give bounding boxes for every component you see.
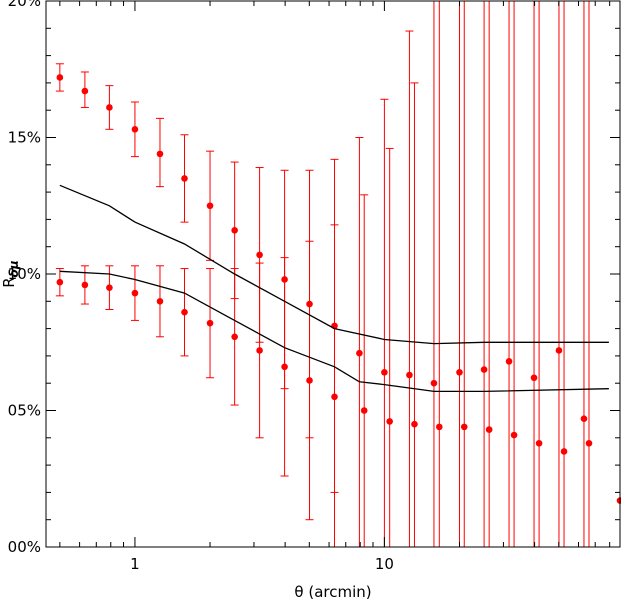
y-axis-title-subscript: δμ	[7, 260, 21, 277]
data-point-s3-9	[456, 368, 463, 376]
data-point-s2-7	[206, 319, 214, 327]
data-point-s2-9	[256, 347, 263, 354]
y-tick-label: 10%	[8, 265, 41, 283]
data-point-s3-5	[406, 371, 413, 379]
model-curve-5	[59, 270, 609, 393]
data-point-s2-5	[156, 298, 164, 305]
labels-layer: 00% 05% 10% 15% 20% 1 10θ (arcmin) Rδμ	[0, 0, 394, 601]
data-point-s2-1	[56, 278, 64, 286]
data-point-s3-15	[530, 374, 538, 382]
data-point-s3-16	[535, 439, 543, 447]
data-point-s3-8	[436, 423, 443, 431]
data-point-s1-5	[156, 150, 164, 158]
data-point-s1-6	[181, 175, 188, 182]
data-point-s3-7	[430, 379, 438, 387]
data-point-s1-1	[56, 74, 64, 81]
axes-layer	[45, 0, 621, 548]
data-point-s2-11	[306, 377, 313, 384]
data-point-s1-9	[256, 251, 263, 259]
y-tick-label: 15%	[8, 129, 41, 147]
y-axis-title: Rδμ	[0, 260, 21, 288]
data-point-s1-3	[106, 104, 113, 111]
data-point-s2-6	[181, 308, 188, 316]
data-point-s3-17	[555, 347, 563, 354]
data-point-s1-2	[81, 87, 89, 95]
data-point-s2-8	[231, 333, 238, 341]
data-point-s3-2	[360, 407, 368, 414]
data-point-s3-13	[505, 358, 513, 365]
x-tick-label: 1	[130, 555, 140, 573]
y-tick-label: 00%	[8, 538, 41, 556]
data-point-s3-14	[510, 431, 518, 439]
x-tick-label: 10	[375, 555, 394, 573]
data-point-s2-2	[81, 281, 89, 289]
data-point-s3-1	[356, 349, 363, 357]
data-point-s2-3	[106, 284, 113, 291]
y-tick-label: 20%	[8, 0, 41, 10]
data-point-s3-12	[485, 426, 493, 433]
data-point-s1-8	[231, 227, 238, 234]
data-point-s1-7	[206, 202, 214, 210]
x-axis-title: θ (arcmin)	[294, 583, 371, 601]
model-curve-4	[59, 184, 609, 345]
y-axis-title-main: R	[0, 277, 18, 287]
data-point-s2-12	[331, 393, 338, 401]
data-point-s3-11	[480, 366, 488, 373]
data-point-s3-18	[560, 448, 568, 455]
data-point-s3-10	[460, 423, 468, 431]
data-point-s3-4	[386, 418, 393, 425]
data-point-s2-10	[281, 363, 288, 371]
data-point-s3-20	[585, 439, 593, 447]
data-point-s3-6	[411, 420, 418, 428]
data-point-s3-19	[580, 415, 588, 422]
data-point-s1-4	[131, 126, 139, 133]
y-tick-label: 05%	[8, 402, 41, 420]
data-point-s3-3	[381, 368, 388, 376]
data-layer	[55, 1, 621, 547]
data-point-s2-4	[131, 289, 139, 297]
